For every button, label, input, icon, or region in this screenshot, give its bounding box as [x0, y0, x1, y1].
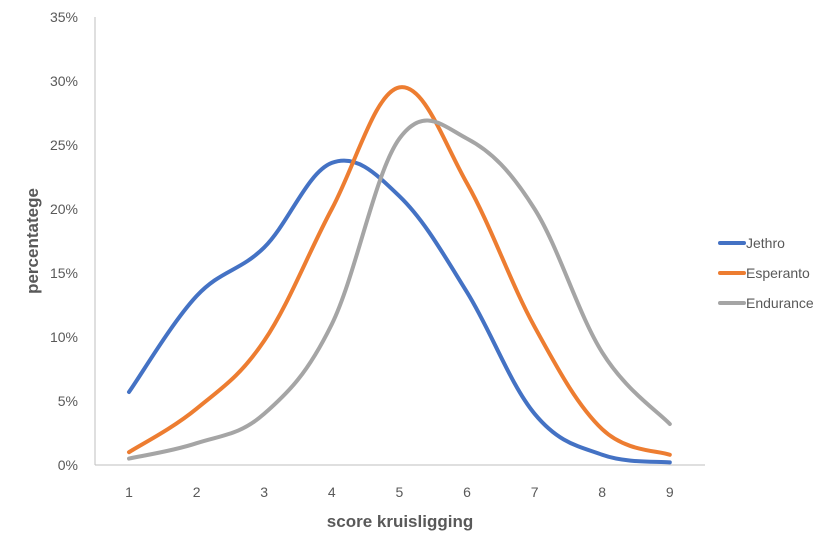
- x-tick-label: 5: [396, 484, 404, 500]
- series-lines: [127, 85, 672, 465]
- y-tick-label: 30%: [50, 73, 78, 89]
- x-tick-label: 3: [260, 484, 268, 500]
- y-axis-ticks: 0% 5% 10% 15% 20% 25% 30% 35%: [50, 9, 78, 473]
- legend-label-jethro: Jethro: [746, 235, 785, 251]
- series-line-jethro: [127, 158, 672, 465]
- x-tick-label: 2: [193, 484, 201, 500]
- y-axis-title: percentatege: [23, 188, 42, 294]
- y-tick-label: 20%: [50, 201, 78, 217]
- legend-label-esperanto: Esperanto: [746, 265, 810, 281]
- x-tick-label: 9: [666, 484, 674, 500]
- legend-label-endurance: Endurance: [746, 295, 814, 311]
- series-line-endurance: [127, 118, 672, 461]
- y-tick-label: 25%: [50, 137, 78, 153]
- y-tick-label: 0%: [58, 457, 78, 473]
- series-line-esperanto: [127, 85, 672, 457]
- x-axis-title: score kruisligging: [327, 512, 473, 531]
- x-tick-label: 7: [531, 484, 539, 500]
- x-axis-ticks: 1 2 3 4 5 6 7 8 9: [125, 484, 674, 500]
- y-tick-label: 15%: [50, 265, 78, 281]
- x-tick-label: 1: [125, 484, 133, 500]
- x-tick-label: 4: [328, 484, 336, 500]
- y-tick-label: 5%: [58, 393, 78, 409]
- y-tick-label: 35%: [50, 9, 78, 25]
- y-tick-label: 10%: [50, 329, 78, 345]
- x-tick-label: 6: [463, 484, 471, 500]
- x-tick-label: 8: [598, 484, 606, 500]
- legend: Jethro Esperanto Endurance: [718, 235, 814, 311]
